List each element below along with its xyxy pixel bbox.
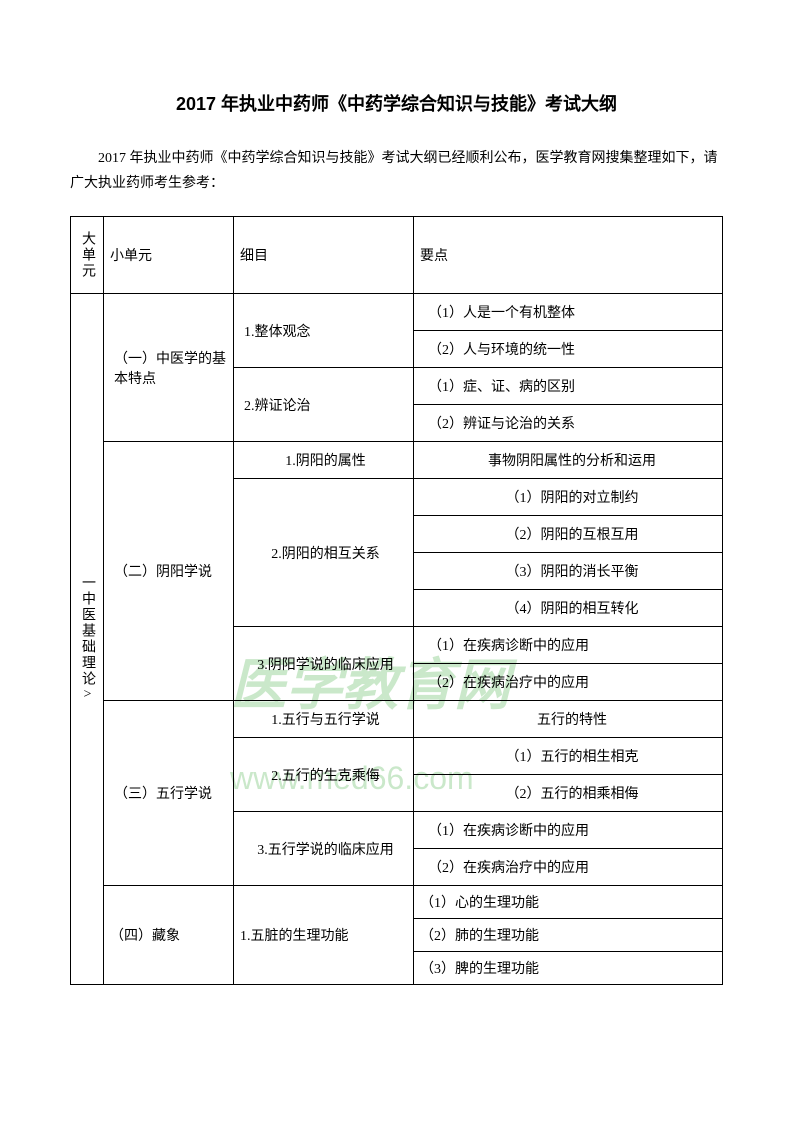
detail-cell: 2.五行的生克乘侮 [234,738,414,812]
point-cell: （2）在疾病治疗中的应用 [414,849,723,886]
point-cell: （2）阴阳的互根互用 [414,516,723,553]
table-row: （三）五行学说 1.五行与五行学说 五行的特性 [71,701,723,738]
point-cell: （4）阴阳的相互转化 [414,590,723,627]
table-row: （二）阴阳学说 1.阴阳的属性 事物阴阳属性的分析和运用 [71,442,723,479]
header-col3: 细目 [234,217,414,294]
header-col4: 要点 [414,217,723,294]
subunit-cell: （二）阴阳学说 [104,442,234,701]
point-cell: （2）五行的相乘相侮 [414,775,723,812]
point-cell: （1）阴阳的对立制约 [414,479,723,516]
point-cell: （1）人是一个有机整体 [414,294,723,331]
point-cell: （2）肺的生理功能 [414,919,723,952]
detail-cell: 1.阴阳的属性 [234,442,414,479]
syllabus-table: 大单元 小单元 细目 要点 一中医基础理论> （一）中医学的基本特点 1.整体观… [70,216,723,985]
page-title: 2017 年执业中药师《中药学综合知识与技能》考试大纲 [70,90,723,116]
header-col2: 小单元 [104,217,234,294]
table-row: （四）藏象 1.五脏的生理功能 （1）心的生理功能 [71,886,723,919]
point-cell: （1）症、证、病的区别 [414,368,723,405]
detail-cell: 2.阴阳的相互关系 [234,479,414,627]
point-cell: （2）辨证与论治的关系 [414,405,723,442]
point-cell: 五行的特性 [414,701,723,738]
subunit-cell: （四）藏象 [104,886,234,985]
point-cell: （2）人与环境的统一性 [414,331,723,368]
point-cell: （2）在疾病治疗中的应用 [414,664,723,701]
point-cell: （1）在疾病诊断中的应用 [414,627,723,664]
intro-text: 2017 年执业中药师《中药学综合知识与技能》考试大纲已经顺利公布，医学教育网搜… [70,146,723,196]
point-cell: （3）阴阳的消长平衡 [414,553,723,590]
point-cell: （1）在疾病诊断中的应用 [414,812,723,849]
point-cell: （1）五行的相生相克 [414,738,723,775]
subunit-cell: （一）中医学的基本特点 [104,294,234,442]
point-cell: （1）心的生理功能 [414,886,723,919]
unit-cell: 一中医基础理论> [71,294,104,985]
detail-cell: 1.五行与五行学说 [234,701,414,738]
point-cell: 事物阴阳属性的分析和运用 [414,442,723,479]
table-header: 大单元 小单元 细目 要点 [71,217,723,294]
detail-cell: 2.辨证论治 [234,368,414,442]
header-col1: 大单元 [71,217,104,294]
detail-cell: 1.五脏的生理功能 [234,886,414,985]
detail-cell: 1.整体观念 [234,294,414,368]
table-row: 一中医基础理论> （一）中医学的基本特点 1.整体观念 （1）人是一个有机整体 [71,294,723,331]
detail-cell: 3.五行学说的临床应用 [234,812,414,886]
point-cell: （3）脾的生理功能 [414,952,723,985]
detail-cell: 3.阴阳学说的临床应用 [234,627,414,701]
subunit-cell: （三）五行学说 [104,701,234,886]
